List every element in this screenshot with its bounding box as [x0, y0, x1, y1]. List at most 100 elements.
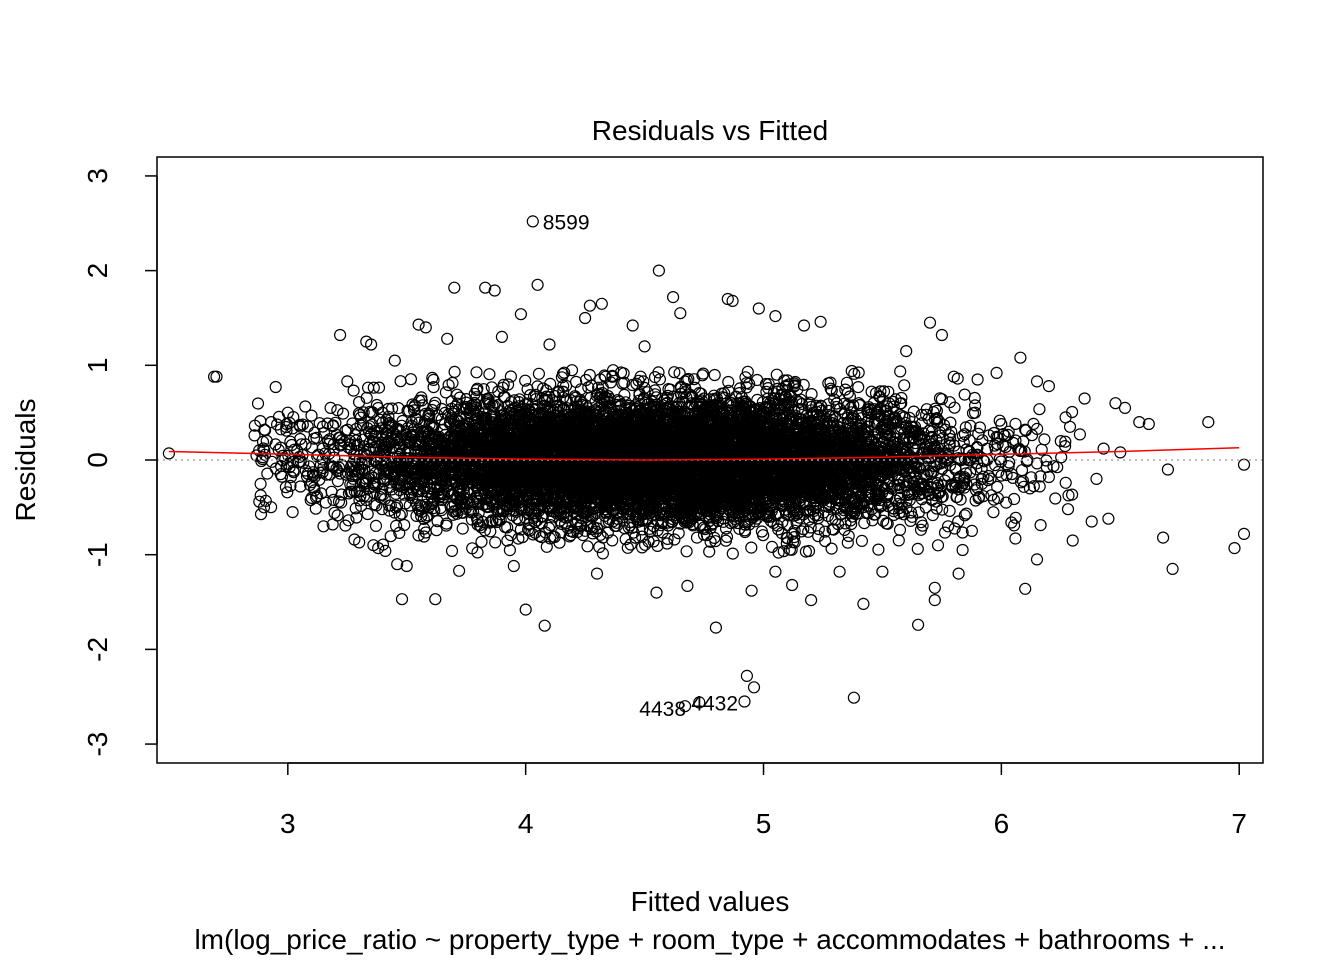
- residual-point: [788, 524, 801, 537]
- residual-point: [1007, 519, 1021, 532]
- residual-point: [812, 522, 825, 536]
- residual-point: [427, 373, 440, 386]
- residual-point: [307, 466, 320, 479]
- residual-point: [893, 523, 907, 537]
- residual-point: [280, 420, 293, 434]
- residual-point: [990, 430, 1003, 443]
- residual-point: [426, 371, 439, 384]
- residual-point: [969, 494, 982, 507]
- residual-point: [852, 381, 865, 394]
- residual-point: [439, 386, 452, 399]
- residual-point: [328, 506, 341, 519]
- residual-point: [680, 545, 693, 558]
- residual-point: [660, 537, 674, 550]
- residual-point: [739, 371, 752, 384]
- residual-point: [765, 540, 779, 554]
- residual-point: [745, 541, 758, 554]
- residual-point: [943, 504, 956, 517]
- residual-point: [998, 429, 1011, 442]
- residual-point: [565, 364, 579, 377]
- residual-point: [596, 547, 610, 560]
- residual-point: [911, 542, 924, 556]
- residual-point: [704, 535, 717, 548]
- residual-point: [1059, 435, 1072, 448]
- residual-point: [1009, 417, 1022, 430]
- residual-point: [280, 459, 294, 472]
- residual-point: [316, 420, 329, 433]
- residual-point: [956, 543, 969, 557]
- residual-point: [440, 517, 453, 530]
- residual-point: [484, 525, 497, 538]
- residual-point: [483, 368, 496, 381]
- residual-point: [993, 452, 1006, 466]
- residual-point: [362, 443, 375, 456]
- residual-point: [489, 536, 502, 549]
- residual-point: [475, 535, 488, 548]
- residual-point: [427, 381, 440, 394]
- residual-point: [284, 479, 297, 492]
- residual-point: [360, 391, 373, 404]
- residual-point: [1059, 476, 1072, 489]
- residual-point: [672, 527, 685, 540]
- residual-point: [818, 534, 832, 548]
- residual-point: [544, 377, 557, 390]
- residual-point: [894, 365, 907, 378]
- residual-point: [958, 509, 971, 522]
- residual-point: [254, 508, 268, 521]
- residual-point: [282, 449, 295, 462]
- residual-point: [306, 469, 320, 482]
- residual-point: [956, 429, 970, 442]
- residual-point: [973, 421, 987, 434]
- residual-point: [1034, 470, 1047, 483]
- scatter-points: [162, 215, 1251, 713]
- residual-point: [1007, 492, 1021, 506]
- residual-point: [301, 420, 314, 433]
- residual-point: [952, 515, 965, 528]
- residual-point: [970, 463, 983, 476]
- residual-point: [390, 519, 403, 533]
- residual-point: [825, 384, 838, 397]
- residual-point: [842, 529, 855, 543]
- residual-point: [1033, 480, 1046, 493]
- residual-point: [991, 492, 1005, 505]
- residual-point: [384, 530, 397, 543]
- residual-point: [446, 376, 459, 389]
- residual-point: [325, 485, 338, 498]
- residual-point: [299, 400, 312, 413]
- residual-point: [329, 416, 342, 429]
- residual-point: [265, 501, 278, 514]
- residual-point: [907, 405, 920, 418]
- residual-point: [281, 486, 294, 499]
- residual-point: [1049, 492, 1062, 505]
- residual-point: [422, 501, 435, 514]
- residual-point: [636, 523, 649, 536]
- residual-point: [630, 377, 643, 390]
- residual-point: [418, 530, 431, 543]
- residual-point: [824, 376, 837, 389]
- residual-point: [958, 388, 971, 401]
- residual-point: [279, 481, 292, 494]
- residual-point: [845, 364, 858, 378]
- residual-point: [941, 520, 955, 533]
- residual-point: [1034, 518, 1047, 532]
- residual-point: [703, 545, 716, 558]
- residual-point: [841, 536, 854, 549]
- residual-point: [430, 524, 443, 537]
- residual-point: [726, 547, 739, 560]
- residual-point: [635, 541, 649, 554]
- residual-point: [519, 374, 532, 387]
- residual-point: [772, 523, 785, 536]
- residual-point: [394, 375, 407, 388]
- residual-point: [931, 539, 945, 552]
- residual-point: [523, 524, 536, 537]
- residual-point: [381, 440, 394, 453]
- residual-point: [287, 455, 300, 469]
- residual-point: [1033, 403, 1046, 416]
- residual-point: [251, 397, 265, 410]
- residual-point: [308, 426, 321, 439]
- residual-point: [435, 504, 448, 517]
- residual-point: [858, 516, 871, 530]
- residual-point: [830, 385, 844, 398]
- residual-point: [895, 391, 908, 405]
